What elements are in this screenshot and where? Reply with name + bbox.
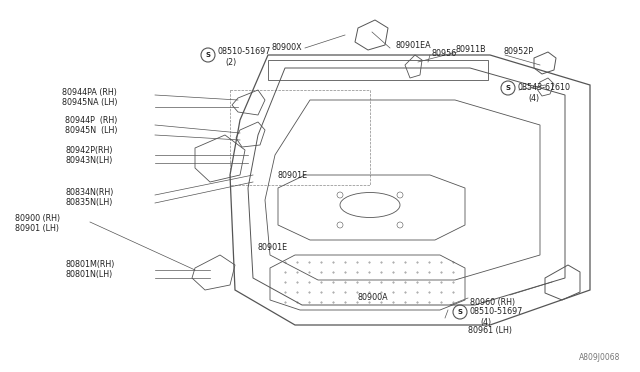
Text: (4): (4) bbox=[528, 93, 539, 103]
Text: 80801M(RH): 80801M(RH) bbox=[65, 260, 115, 269]
Text: 80961 (LH): 80961 (LH) bbox=[468, 326, 512, 334]
Text: 80901E: 80901E bbox=[258, 244, 288, 253]
Text: 80900X: 80900X bbox=[272, 44, 303, 52]
Text: A809J0068: A809J0068 bbox=[579, 353, 620, 362]
Text: 80901E: 80901E bbox=[278, 170, 308, 180]
Text: 80944PA (RH): 80944PA (RH) bbox=[62, 87, 117, 96]
Text: 80900A: 80900A bbox=[358, 294, 388, 302]
Text: 80911B: 80911B bbox=[455, 45, 486, 55]
Text: 80945NA (LH): 80945NA (LH) bbox=[62, 97, 118, 106]
Text: 80901EA: 80901EA bbox=[395, 41, 431, 49]
Text: 80956: 80956 bbox=[432, 48, 457, 58]
Text: 08510-51697: 08510-51697 bbox=[470, 308, 524, 317]
Text: 80901 (LH): 80901 (LH) bbox=[15, 224, 59, 232]
Text: 80834N(RH): 80834N(RH) bbox=[65, 187, 113, 196]
Text: 80942P(RH): 80942P(RH) bbox=[65, 145, 113, 154]
Text: 80960 (RH): 80960 (RH) bbox=[470, 298, 515, 307]
Text: 80944P  (RH): 80944P (RH) bbox=[65, 115, 117, 125]
Text: 80835N(LH): 80835N(LH) bbox=[65, 198, 113, 206]
Text: (4): (4) bbox=[480, 317, 491, 327]
Text: S: S bbox=[205, 52, 211, 58]
Text: S: S bbox=[506, 85, 511, 91]
Text: 80943N(LH): 80943N(LH) bbox=[65, 155, 113, 164]
Text: (2): (2) bbox=[225, 58, 236, 67]
Text: 80945N  (LH): 80945N (LH) bbox=[65, 125, 118, 135]
Text: 08543-61610: 08543-61610 bbox=[518, 83, 571, 93]
Text: 80952P: 80952P bbox=[503, 46, 533, 55]
Text: S: S bbox=[458, 309, 463, 315]
Text: 80801N(LH): 80801N(LH) bbox=[65, 270, 112, 279]
Text: 80900 (RH): 80900 (RH) bbox=[15, 214, 60, 222]
Text: 08510-51697: 08510-51697 bbox=[218, 48, 271, 57]
